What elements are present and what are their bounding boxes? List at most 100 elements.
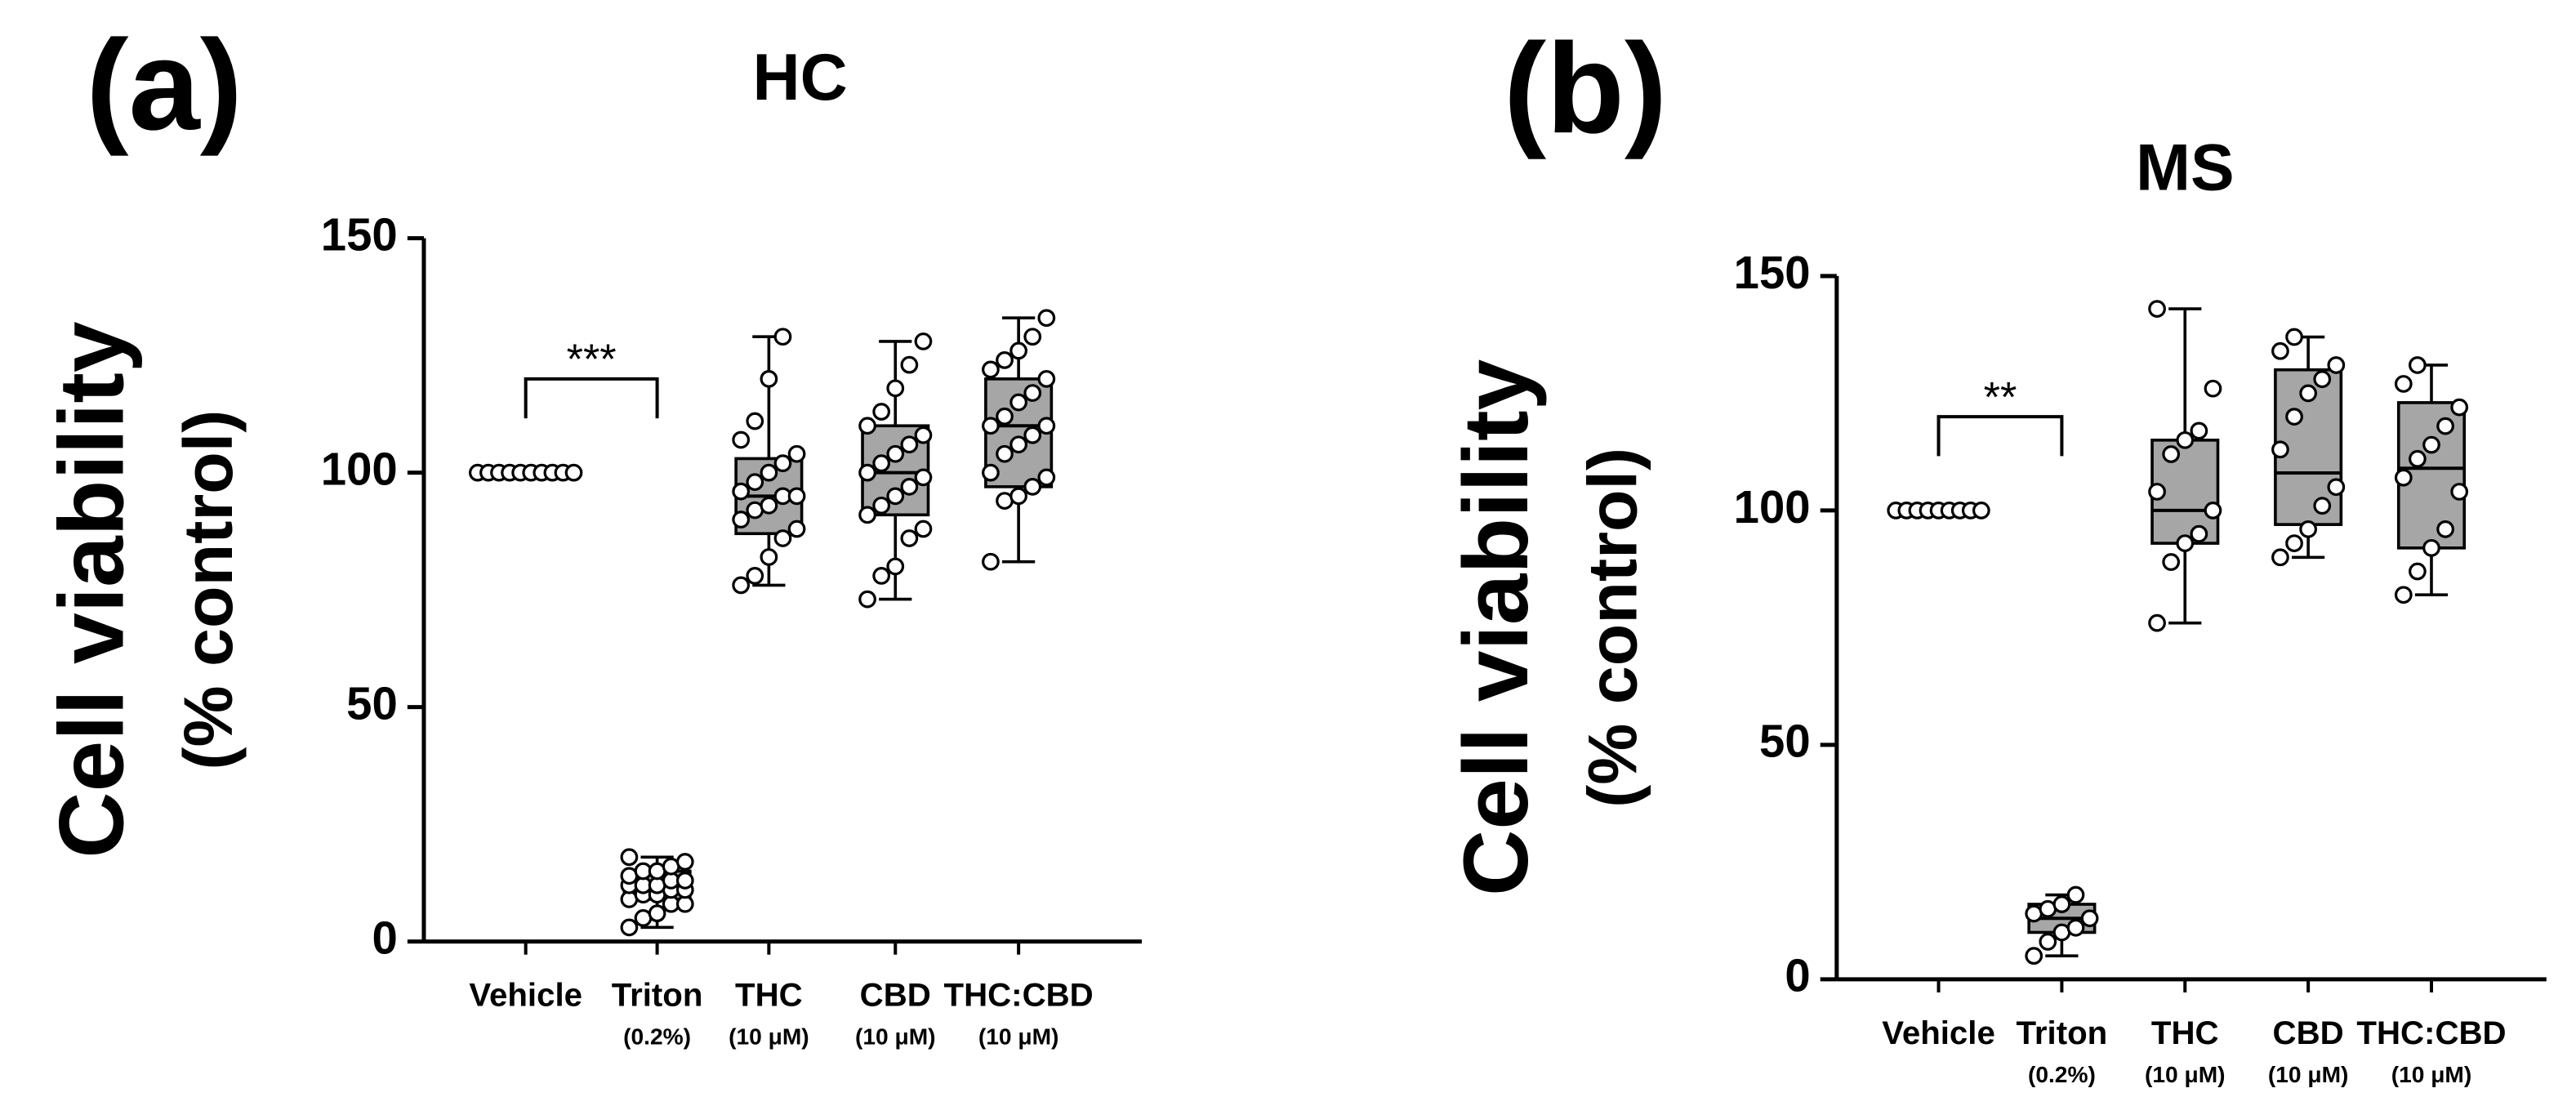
- data-point: [2409, 562, 2427, 581]
- data-point: [1037, 369, 1056, 388]
- data-point: [996, 444, 1014, 463]
- data-point: [1037, 417, 1056, 435]
- chart-title: MS: [2136, 131, 2235, 204]
- data-point: [2394, 375, 2413, 393]
- data-point: [1037, 468, 1056, 487]
- x-tick-label: CBD: [2273, 1015, 2344, 1051]
- data-point: [886, 379, 905, 398]
- data-point: [872, 496, 891, 515]
- data-point: [773, 328, 792, 346]
- data-point: [2299, 384, 2317, 403]
- y-tick-label: 150: [321, 209, 398, 261]
- x-tick-label: THC: [735, 977, 803, 1014]
- data-point: [982, 417, 1000, 435]
- data-point: [732, 482, 751, 501]
- data-point: [872, 403, 891, 421]
- x-tick-note: (10 μM): [855, 1024, 936, 1050]
- data-point: [2176, 534, 2195, 552]
- data-point: [732, 430, 751, 449]
- data-point: [2148, 483, 2166, 501]
- data-point: [996, 351, 1014, 369]
- data-point: [2204, 379, 2222, 398]
- data-point: [1023, 426, 1042, 444]
- data-point: [2327, 478, 2346, 497]
- data-point: [2271, 548, 2289, 567]
- data-point: [872, 567, 891, 585]
- data-point: [996, 407, 1014, 426]
- data-point: [1023, 384, 1042, 402]
- data-point: [2327, 356, 2346, 374]
- data-point: [2066, 885, 2085, 904]
- data-point: [2409, 449, 2427, 468]
- data-point: [2190, 421, 2208, 440]
- data-point: [675, 853, 694, 871]
- data-point: [2190, 524, 2208, 543]
- data-point: [2313, 497, 2332, 515]
- x-tick-note: (10 μM): [2145, 1062, 2226, 1087]
- data-point: [982, 360, 1000, 379]
- x-tick-label: Triton: [2017, 1015, 2108, 1051]
- data-point: [760, 463, 778, 482]
- y-axis-label: Cell viability: [1444, 359, 1547, 896]
- data-point: [2039, 933, 2057, 951]
- data-point: [2299, 520, 2317, 538]
- x-tick-note: (10 μM): [978, 1024, 1059, 1050]
- data-point: [2409, 356, 2427, 374]
- data-point: [1009, 341, 1027, 360]
- data-point: [914, 426, 933, 444]
- data-point: [872, 454, 891, 473]
- data-point: [914, 520, 933, 538]
- data-point: [2313, 370, 2332, 389]
- data-point: [1009, 435, 1027, 454]
- data-point: [1972, 502, 1990, 520]
- data-point: [886, 444, 905, 463]
- x-tick-label: Vehicle: [1882, 1015, 1995, 1051]
- x-tick-label: CBD: [860, 977, 931, 1014]
- data-point: [886, 487, 905, 506]
- y-axis-label: (% control): [170, 410, 247, 770]
- significance-label: **: [1984, 374, 2017, 421]
- y-tick-label: 150: [1734, 247, 1811, 298]
- data-point: [2450, 483, 2469, 501]
- data-point: [914, 468, 933, 487]
- y-tick-label: 50: [346, 677, 398, 729]
- data-point: [886, 557, 905, 576]
- x-tick-label: THC: [2151, 1015, 2219, 1051]
- y-axis-label: Cell viability: [39, 321, 142, 859]
- data-point: [2080, 909, 2099, 928]
- data-point: [900, 529, 919, 547]
- data-point: [620, 848, 639, 867]
- y-axis-label: (% control): [1575, 448, 1651, 808]
- data-point: [982, 463, 1000, 482]
- data-point: [2285, 408, 2303, 426]
- data-point: [2162, 445, 2181, 463]
- chart-title: HC: [752, 41, 847, 114]
- data-point: [2148, 613, 2166, 632]
- data-point: [1023, 477, 1042, 496]
- data-point: [914, 332, 933, 350]
- x-tick-note: (10 μM): [2268, 1062, 2349, 1087]
- panel: (a) HC Cell viability (% control) 0 50 100 150 V…: [39, 14, 1142, 1050]
- data-point: [1009, 393, 1027, 412]
- data-point: [2394, 586, 2413, 604]
- data-point: [2436, 520, 2454, 538]
- data-point: [2271, 341, 2289, 360]
- y-tick-label: 0: [1785, 950, 1810, 1001]
- significance-label: ***: [567, 337, 617, 384]
- data-point: [675, 872, 694, 890]
- data-point: [1023, 328, 1042, 346]
- data-point: [858, 463, 876, 482]
- y-tick-label: 0: [372, 912, 397, 963]
- y-tick-label: 50: [1759, 716, 1811, 767]
- data-point: [2422, 435, 2440, 454]
- data-point: [746, 567, 764, 585]
- data-point: [1037, 309, 1056, 328]
- x-tick-label: THC:CBD: [2356, 1015, 2506, 1051]
- data-point: [858, 506, 876, 524]
- data-point: [564, 463, 583, 482]
- data-point: [2176, 430, 2195, 449]
- data-point: [732, 511, 751, 529]
